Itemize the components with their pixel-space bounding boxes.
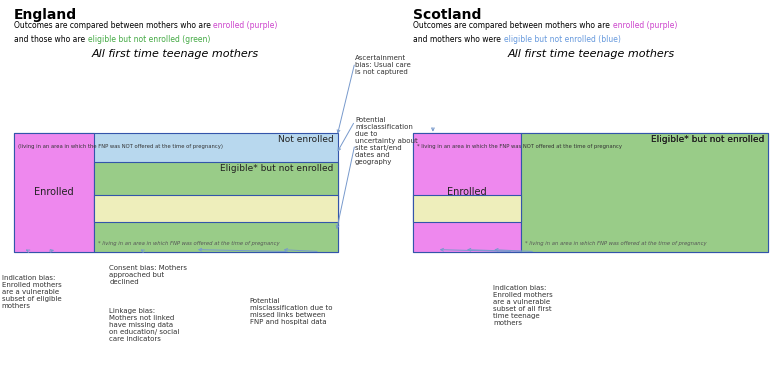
Text: England: England xyxy=(14,8,77,22)
Text: All first time teenage mothers: All first time teenage mothers xyxy=(508,49,675,59)
Text: Indication bias:
Enrolled mothers
are a vulnerable
subset of eligible
mothers: Indication bias: Enrolled mothers are a … xyxy=(2,275,62,309)
Text: enrolled (purple): enrolled (purple) xyxy=(213,21,278,30)
Text: Eligible* but not enrolled: Eligible* but not enrolled xyxy=(651,135,764,144)
Text: Ascertainment
bias: Usual care
is not captured: Ascertainment bias: Usual care is not ca… xyxy=(355,55,410,74)
Text: eligible but not enrolled (blue): eligible but not enrolled (blue) xyxy=(504,35,621,44)
Text: Enrolled: Enrolled xyxy=(34,187,73,197)
Text: Scotland: Scotland xyxy=(413,8,482,22)
Text: * living in an area in which FNP was offered at the time of pregnancy: * living in an area in which FNP was off… xyxy=(525,241,707,246)
Text: enrolled (purple): enrolled (purple) xyxy=(612,21,677,30)
Text: and those who are: and those who are xyxy=(14,35,87,44)
Text: Consent bias: Mothers
approached but
declined: Consent bias: Mothers approached but dec… xyxy=(109,265,187,285)
Text: Enrolled: Enrolled xyxy=(448,187,487,197)
Text: eligible but not enrolled (green): eligible but not enrolled (green) xyxy=(87,35,210,44)
Text: Outcomes are compared between mothers who are: Outcomes are compared between mothers wh… xyxy=(14,21,213,30)
Text: and mothers who were: and mothers who were xyxy=(413,35,504,44)
Text: Indication bias:
Enrolled mothers
are a vulnerable
subset of all first
time teen: Indication bias: Enrolled mothers are a … xyxy=(493,285,553,326)
Text: Outcomes are compared between mothers who are: Outcomes are compared between mothers wh… xyxy=(413,21,612,30)
Bar xyxy=(521,133,768,252)
Text: Potential
misclassification due to
missed links between
FNP and hospital data: Potential misclassification due to misse… xyxy=(250,298,332,325)
Bar xyxy=(413,195,521,222)
Text: All first time teenage mothers: All first time teenage mothers xyxy=(92,49,259,59)
Text: Linkage bias:
Mothers not linked
have missing data
on education/ social
care ind: Linkage bias: Mothers not linked have mi… xyxy=(109,308,179,342)
Text: Not enrolled: Not enrolled xyxy=(278,135,334,144)
Text: * living in an area in which the FNP was NOT offered at the time of pregnancy: * living in an area in which the FNP was… xyxy=(417,144,622,149)
Bar xyxy=(94,195,338,222)
Text: Eligible* but not enrolled: Eligible* but not enrolled xyxy=(221,164,334,173)
Bar xyxy=(413,133,768,252)
Bar xyxy=(413,133,521,252)
Text: (living in an area in which the FNP was NOT offered at the time of pregnancy): (living in an area in which the FNP was … xyxy=(18,144,223,149)
Bar xyxy=(14,133,338,252)
Text: * living in an area in which FNP was offered at the time of pregnancy: * living in an area in which FNP was off… xyxy=(98,241,279,246)
Bar xyxy=(94,162,338,252)
Text: Potential
misclassification
due to
uncertainty about
site start/end
dates and
ge: Potential misclassification due to uncer… xyxy=(355,117,417,165)
Text: Eligible* but not enrolled: Eligible* but not enrolled xyxy=(651,135,764,144)
Bar xyxy=(14,133,94,252)
